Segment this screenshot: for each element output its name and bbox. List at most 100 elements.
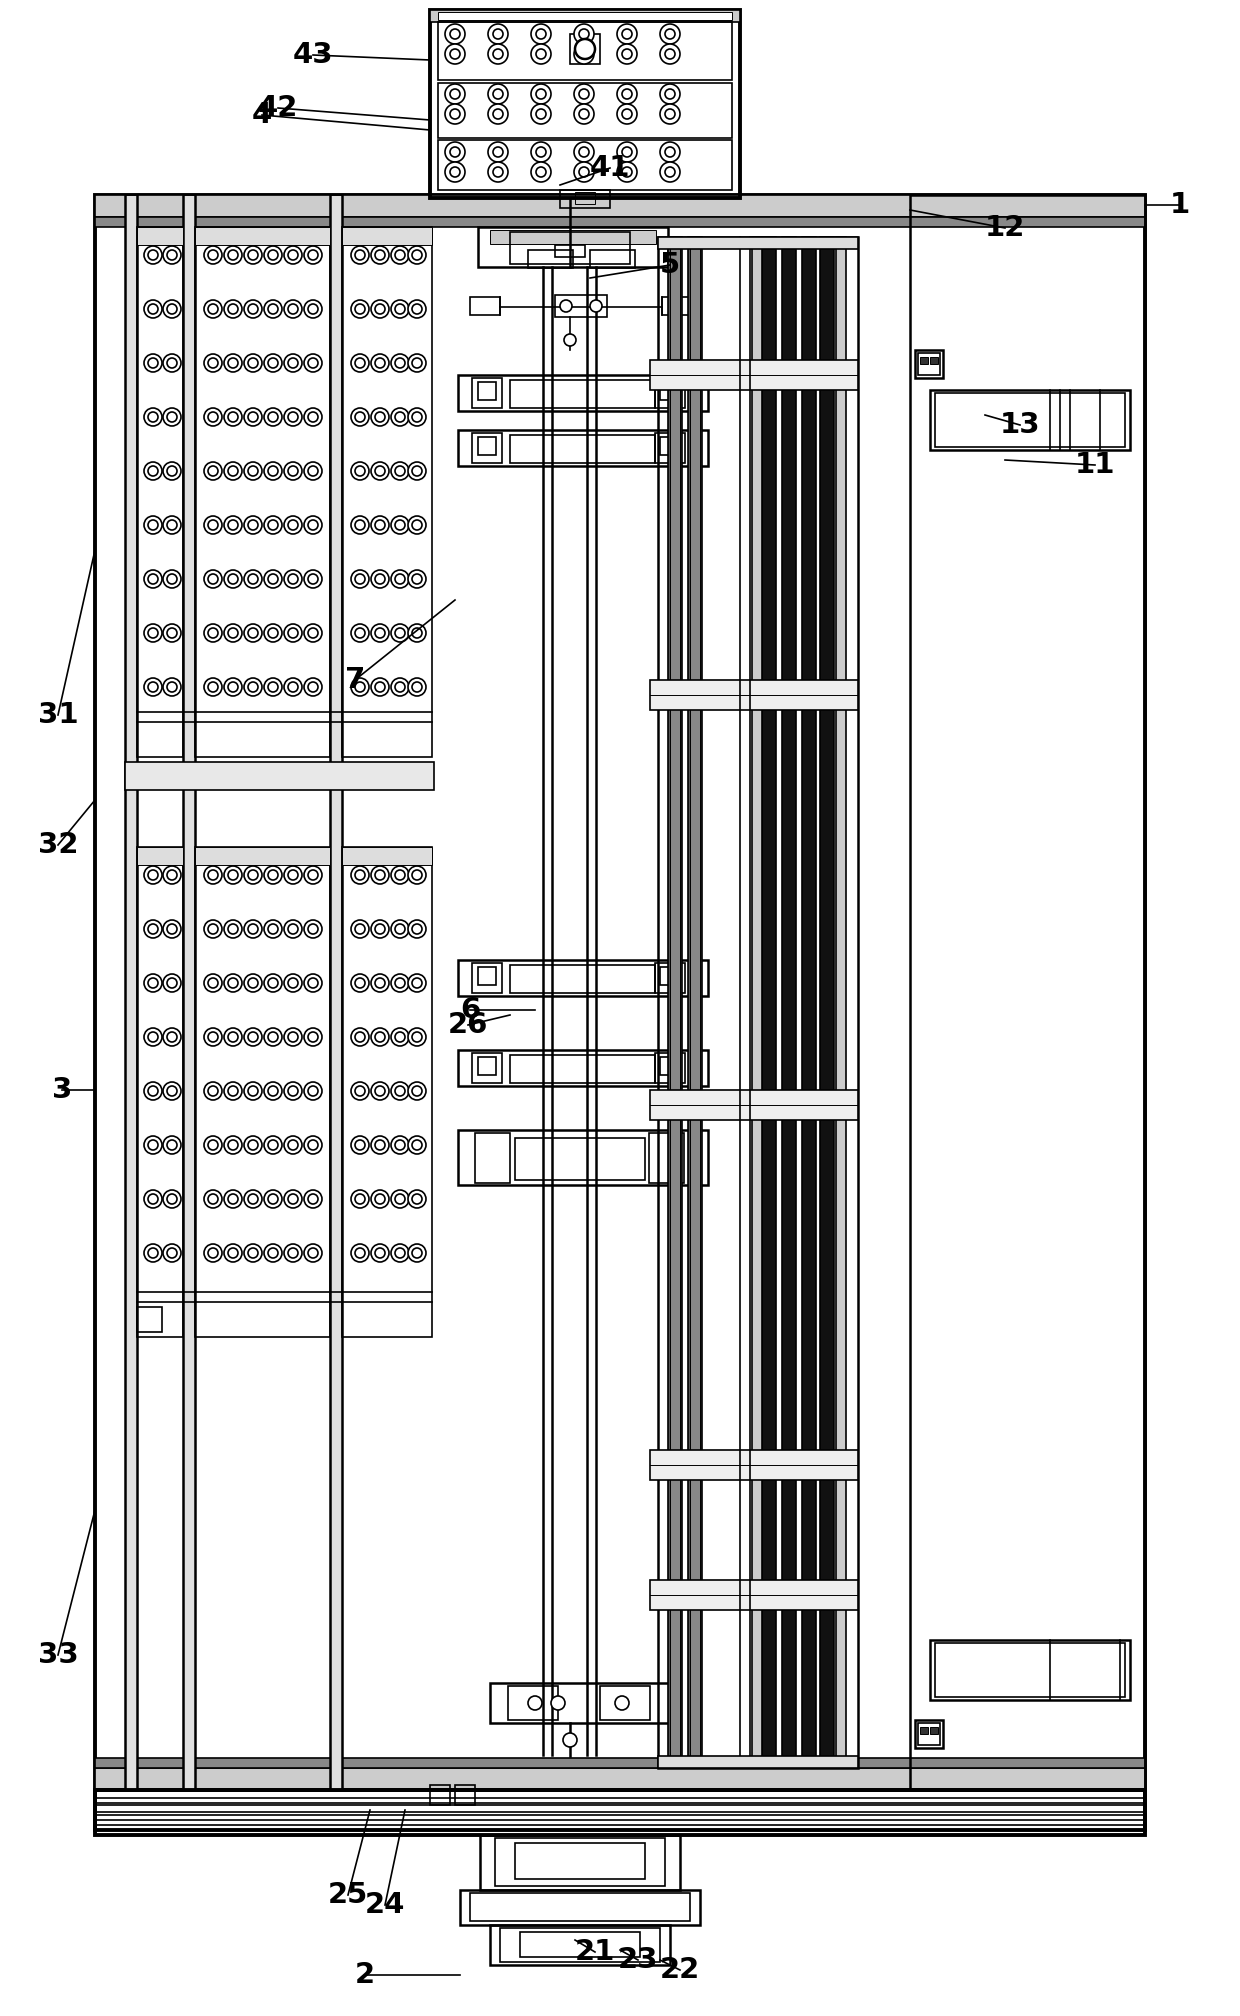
Circle shape [264, 919, 281, 937]
Circle shape [264, 1135, 281, 1153]
Bar [95, 1758, 1145, 1768]
Circle shape [391, 1083, 409, 1101]
Circle shape [351, 867, 370, 883]
Circle shape [205, 516, 222, 534]
Bar [184, 196, 195, 1790]
Circle shape [304, 516, 322, 534]
Circle shape [224, 462, 242, 480]
Circle shape [224, 1083, 242, 1101]
Bar [125, 196, 136, 1790]
Bar [477, 1056, 496, 1075]
Circle shape [391, 462, 409, 480]
Circle shape [205, 974, 222, 992]
Bar [655, 433, 684, 464]
Circle shape [391, 1244, 409, 1262]
Circle shape [224, 1028, 242, 1046]
Circle shape [224, 919, 242, 937]
Circle shape [224, 1189, 242, 1208]
Bar [655, 379, 684, 407]
Bar [472, 379, 502, 407]
Circle shape [408, 462, 427, 480]
Circle shape [408, 1135, 427, 1153]
Circle shape [531, 161, 551, 181]
Bar [472, 964, 502, 994]
Text: 2: 2 [355, 1962, 374, 1990]
Bar [649, 1133, 684, 1183]
Circle shape [284, 1135, 303, 1153]
Circle shape [205, 867, 222, 883]
Circle shape [563, 1734, 577, 1748]
Circle shape [162, 974, 181, 992]
Circle shape [660, 161, 680, 181]
Circle shape [445, 141, 465, 161]
Circle shape [574, 141, 594, 161]
Bar [195, 228, 330, 246]
Circle shape [284, 355, 303, 373]
Circle shape [264, 625, 281, 641]
Circle shape [391, 1028, 409, 1046]
Circle shape [408, 1028, 427, 1046]
Circle shape [351, 571, 370, 589]
Bar [600, 1685, 650, 1720]
Bar [836, 238, 846, 1768]
Circle shape [574, 85, 594, 105]
Circle shape [304, 246, 322, 264]
Circle shape [264, 462, 281, 480]
Bar [658, 238, 858, 1768]
Circle shape [351, 300, 370, 319]
Circle shape [391, 516, 409, 534]
Circle shape [284, 625, 303, 641]
Bar [918, 1724, 940, 1746]
Text: 25: 25 [327, 1881, 368, 1909]
Text: 22: 22 [660, 1956, 701, 1984]
Bar [438, 83, 732, 137]
Circle shape [244, 1189, 262, 1208]
Bar [136, 1306, 162, 1333]
Circle shape [618, 85, 637, 105]
Circle shape [224, 355, 242, 373]
Bar [590, 250, 635, 268]
Text: 13: 13 [999, 411, 1040, 439]
Bar [470, 1893, 689, 1921]
Circle shape [244, 1244, 262, 1262]
Text: 7: 7 [345, 665, 366, 694]
Circle shape [391, 974, 409, 992]
Bar [477, 968, 496, 986]
Circle shape [144, 571, 162, 589]
Bar [930, 1728, 937, 1734]
Circle shape [244, 571, 262, 589]
Circle shape [144, 1244, 162, 1262]
Circle shape [564, 335, 577, 347]
Bar [556, 294, 608, 317]
Circle shape [224, 867, 242, 883]
Circle shape [284, 867, 303, 883]
Bar [438, 22, 732, 81]
Circle shape [615, 1695, 629, 1710]
Circle shape [224, 1135, 242, 1153]
Circle shape [408, 407, 427, 425]
Bar [668, 238, 682, 1768]
Bar [490, 1925, 670, 1966]
Circle shape [408, 300, 427, 319]
Bar [650, 1450, 858, 1480]
Circle shape [391, 246, 409, 264]
Circle shape [205, 571, 222, 589]
Bar [430, 10, 740, 22]
Circle shape [304, 1135, 322, 1153]
Circle shape [244, 1083, 262, 1101]
Circle shape [162, 571, 181, 589]
Circle shape [264, 300, 281, 319]
Bar [342, 847, 432, 865]
Circle shape [244, 516, 262, 534]
Bar [430, 1784, 450, 1804]
Text: 11: 11 [1075, 452, 1115, 480]
Circle shape [144, 1189, 162, 1208]
Circle shape [351, 625, 370, 641]
Circle shape [371, 867, 389, 883]
Circle shape [244, 300, 262, 319]
Bar [650, 1581, 858, 1611]
Bar [95, 1790, 1145, 1831]
Circle shape [489, 24, 508, 44]
Bar [660, 968, 678, 986]
Circle shape [574, 105, 594, 125]
